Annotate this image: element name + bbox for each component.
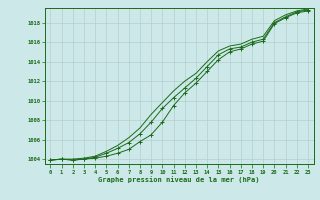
X-axis label: Graphe pression niveau de la mer (hPa): Graphe pression niveau de la mer (hPa) [99,176,260,183]
